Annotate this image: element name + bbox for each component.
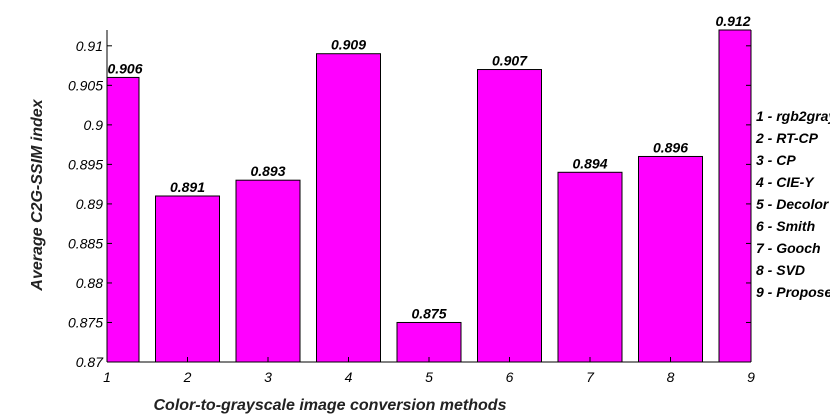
legend-item: 8 - SVD — [756, 262, 805, 278]
bar-7 — [557, 171, 623, 362]
x-tick-label: 8 — [667, 369, 675, 385]
y-tick-label: 0.87 — [76, 354, 104, 370]
y-tick-label: 0.905 — [68, 77, 103, 93]
x-tick-label: 1 — [103, 369, 111, 385]
axes-layer — [106, 30, 752, 363]
legend-item: 6 - Smith — [756, 218, 815, 234]
legend: 1 - rgb2gray 2 - RT-CP 3 - CP 4 - CIE-Y 5 - … — [755, 108, 830, 300]
bar-8 — [638, 155, 703, 362]
legend-item: 4 - CIE-Y — [755, 174, 815, 190]
legend-item: 5 - Decolor — [756, 196, 830, 212]
x-tick-label: 2 — [183, 369, 192, 385]
bar-5 — [396, 321, 462, 362]
x-tick-label: 7 — [586, 369, 595, 385]
legend-item: 7 - Gooch — [756, 240, 821, 256]
data-label-5: 0.875 — [411, 305, 446, 321]
y-tick-label: 0.9 — [84, 117, 104, 133]
y-tick-label: 0.895 — [68, 156, 103, 172]
data-label-8: 0.896 — [653, 139, 688, 155]
data-label-9: 0.912 — [715, 13, 750, 29]
bar-4 — [316, 53, 381, 362]
legend-item: 2 - RT-CP — [755, 130, 819, 146]
x-tick-label: 5 — [425, 369, 433, 385]
data-label-6: 0.907 — [492, 53, 528, 69]
bars-layer — [107, 29, 751, 362]
bar-6 — [477, 69, 542, 362]
data-label-7: 0.894 — [572, 155, 607, 171]
y-tick-label: 0.875 — [68, 314, 103, 330]
legend-item: 9 - Proposed — [756, 284, 830, 300]
bar-1 — [107, 76, 140, 362]
x-tick-label: 4 — [345, 369, 353, 385]
bar-9 — [718, 29, 751, 362]
x-axis-title: Color-to-grayscale image conversion meth… — [154, 397, 507, 414]
y-tick-label: 0.88 — [76, 275, 103, 291]
legend-item: 1 - rgb2gray — [756, 108, 830, 124]
labels-layer: 0.87 0.875 0.88 0.885 0.89 0.895 0.9 0.905 0.91 1… — [68, 13, 755, 385]
y-tick-label: 0.89 — [76, 196, 103, 212]
data-label-4: 0.909 — [331, 37, 366, 53]
x-tick-label: 6 — [506, 369, 514, 385]
bar-3 — [235, 179, 301, 362]
legend-item: 3 - CP — [756, 152, 796, 168]
data-label-1: 0.906 — [107, 60, 142, 76]
data-label-3: 0.893 — [250, 163, 285, 179]
y-tick-label: 0.885 — [68, 235, 103, 251]
bar-2 — [155, 195, 220, 362]
data-label-2: 0.891 — [170, 179, 205, 195]
x-tick-label: 9 — [747, 369, 755, 385]
x-tick-label: 3 — [264, 369, 272, 385]
y-axis-title: Average C2G-SSIM index — [29, 98, 46, 291]
y-tick-label: 0.91 — [76, 38, 103, 54]
